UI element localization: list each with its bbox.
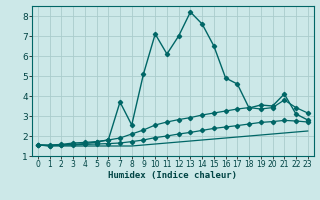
X-axis label: Humidex (Indice chaleur): Humidex (Indice chaleur) [108,171,237,180]
